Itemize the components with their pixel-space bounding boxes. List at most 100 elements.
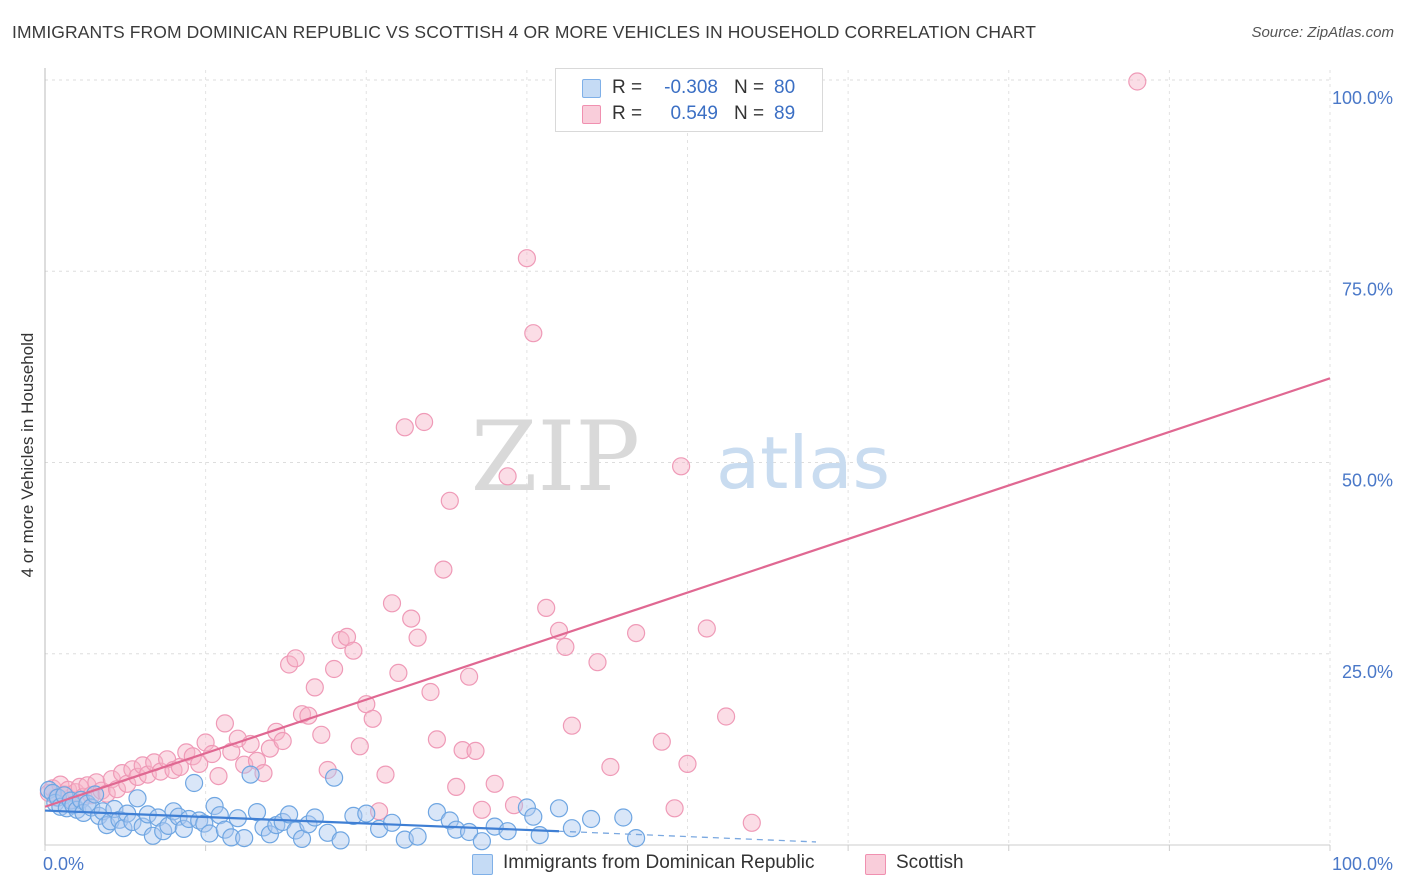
trend-line-dominican-extension <box>558 830 817 843</box>
data-point-scottish <box>427 730 446 749</box>
series-dominican-points <box>39 765 646 851</box>
data-point-dominican <box>325 768 344 787</box>
data-point-dominican <box>472 832 491 851</box>
data-point-scottish <box>517 249 537 268</box>
data-point-scottish <box>498 467 517 486</box>
data-point-scottish <box>209 766 228 786</box>
data-point-scottish <box>537 598 556 618</box>
data-point-dominican <box>200 824 219 843</box>
legend-swatch-scottish <box>865 854 886 875</box>
axes <box>44 68 1331 851</box>
data-point-scottish <box>344 641 363 660</box>
data-point-scottish <box>389 663 408 683</box>
data-point-dominican <box>154 822 173 841</box>
data-point-dominican <box>408 827 427 846</box>
data-point-scottish <box>485 774 504 793</box>
data-point-scottish <box>402 609 421 628</box>
data-point-scottish <box>556 637 575 657</box>
source-label: Source: ZipAtlas.com <box>1251 24 1394 41</box>
data-point-dominican <box>581 809 601 829</box>
data-point-scottish <box>671 457 691 476</box>
legend-swatch-dominican <box>472 854 493 875</box>
data-point-dominican <box>498 822 517 841</box>
stats-n-label: N = <box>734 77 765 98</box>
stats-r-value: 0.549 <box>670 103 718 124</box>
data-point-dominican <box>357 804 376 823</box>
data-point-scottish <box>588 653 607 672</box>
data-point-scottish <box>665 799 684 818</box>
data-point-scottish <box>325 659 344 679</box>
grid-lines <box>45 70 1331 845</box>
data-point-dominican <box>143 826 162 845</box>
trend-line-dominican <box>44 809 560 833</box>
data-point-scottish <box>408 628 427 647</box>
x-tick-label: 100.0% <box>1332 854 1393 874</box>
chart-title: IMMIGRANTS FROM DOMINICAN REPUBLIC VS SC… <box>12 22 1037 42</box>
data-point-dominican <box>241 765 260 784</box>
stats-box: R = -0.308 N = 80 R = 0.549 N = 89 <box>555 68 823 132</box>
y-tick-label: 100.0% <box>1332 88 1393 108</box>
data-point-scottish <box>697 619 716 638</box>
data-point-dominican <box>427 802 446 822</box>
stats-swatch-scottish <box>582 105 601 124</box>
data-point-scottish <box>440 491 459 510</box>
data-point-dominican <box>93 802 112 821</box>
legend-label-scottish: Scottish <box>896 852 964 873</box>
stats-swatch-dominican <box>582 79 601 98</box>
data-point-scottish <box>453 740 472 760</box>
data-point-scottish <box>562 716 582 735</box>
data-point-scottish <box>305 678 324 697</box>
data-point-dominican <box>205 796 224 816</box>
data-point-dominican <box>562 819 582 838</box>
data-point-dominican <box>549 799 569 818</box>
series-scottish-points <box>39 72 1147 832</box>
data-point-dominican <box>210 806 229 825</box>
data-point-scottish <box>678 754 697 774</box>
data-point-scottish <box>434 560 453 579</box>
data-point-scottish <box>524 324 543 343</box>
data-point-scottish <box>382 594 402 613</box>
stats-r-label: R = <box>612 103 643 124</box>
stats-n-label: N = <box>734 103 765 124</box>
data-point-scottish <box>273 731 292 751</box>
data-point-dominican <box>614 808 633 827</box>
data-point-dominican <box>331 831 350 850</box>
data-point-dominican <box>517 798 537 817</box>
data-point-scottish <box>196 733 215 752</box>
data-point-dominican <box>222 828 241 847</box>
data-point-dominican <box>280 805 299 824</box>
data-point-scottish <box>1128 72 1147 91</box>
data-point-dominican <box>185 773 204 793</box>
data-point-scottish <box>652 732 671 751</box>
stats-row-scottish: R = 0.549 N = 89 <box>556 101 822 127</box>
data-point-dominican <box>247 802 267 822</box>
tick-labels: 25.0% 50.0% 75.0% 100.0% 0.0% 100.0% <box>43 88 1393 874</box>
trend-lines <box>44 377 1331 843</box>
y-tick-label: 50.0% <box>1342 471 1393 491</box>
data-point-scottish <box>466 741 485 761</box>
watermark: ZIP atlas <box>471 401 890 513</box>
watermark-atlas: atlas <box>716 421 890 505</box>
data-point-dominican <box>626 828 646 848</box>
data-point-dominican <box>440 811 459 830</box>
watermark-zip: ZIP <box>471 401 640 513</box>
data-point-scottish <box>415 412 434 432</box>
data-point-dominican <box>195 814 214 833</box>
legend-label-dominican: Immigrants from Dominican Republic <box>503 852 815 873</box>
data-point-scottish <box>716 707 736 726</box>
data-point-dominican <box>524 807 543 826</box>
stats-r-label: R = <box>612 77 643 98</box>
stats-n-value: 80 <box>774 77 796 98</box>
data-point-scottish <box>183 747 202 766</box>
y-tick-label: 25.0% <box>1342 662 1393 682</box>
stats-row-dominican: R = -0.308 N = 80 <box>556 75 822 101</box>
data-point-scottish <box>626 623 646 643</box>
data-point-scottish <box>312 725 331 744</box>
data-point-dominican <box>128 789 147 808</box>
data-point-dominican <box>260 825 279 844</box>
data-point-dominican <box>273 812 292 832</box>
data-point-dominican <box>114 819 133 838</box>
data-point-dominican <box>235 828 254 848</box>
trend-line-scottish <box>44 377 1331 808</box>
